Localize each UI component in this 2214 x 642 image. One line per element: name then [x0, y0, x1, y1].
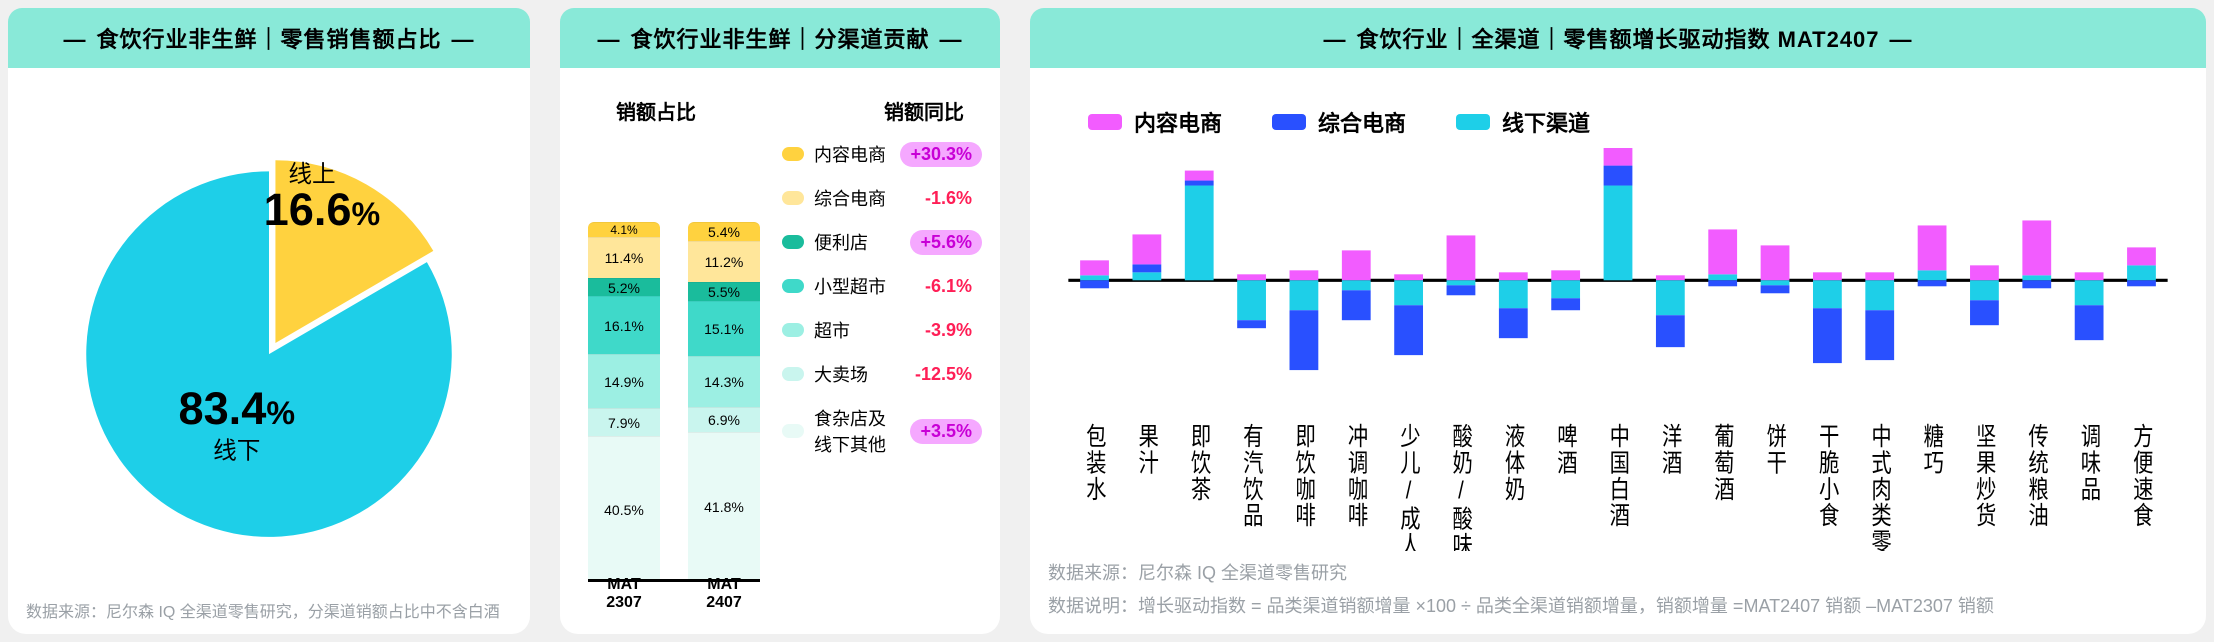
bar-stack: 5.4%11.2%5.5%15.1%14.3%6.9%41.8%MAT 2407	[688, 222, 760, 582]
svg-text:液体奶: 液体奶	[1502, 423, 1526, 502]
svg-text:少儿/成人奶粉: 少儿/成人奶粉	[1397, 423, 1421, 552]
svg-text:果汁: 果汁	[1135, 423, 1159, 476]
svg-text:干脆小食: 干脆小食	[1816, 423, 1840, 529]
svg-text:洋酒: 洋酒	[1659, 423, 1683, 476]
svg-text:糖巧: 糖巧	[1921, 423, 1945, 476]
legend-row: 超市-3.9%	[782, 317, 982, 343]
legend-row: 大卖场-12.5%	[782, 361, 982, 387]
svg-text:冲调咖啡: 冲调咖啡	[1345, 423, 1369, 529]
panel-growth: —食饮行业｜全渠道｜零售额增长驱动指数 MAT2407— 内容电商综合电商线下渠…	[1030, 8, 2206, 634]
svg-text:传统粮油: 传统粮油	[2025, 423, 2049, 529]
legend-row: 便利店+5.6%	[782, 229, 982, 255]
svg-text:葡萄酒: 葡萄酒	[1711, 423, 1735, 502]
legend-row: 内容电商+30.3%	[782, 141, 982, 167]
svg-text:有汽饮品: 有汽饮品	[1240, 423, 1264, 529]
svg-text:中国白酒: 中国白酒	[1606, 423, 1630, 529]
stack-head-right: 销额同比	[884, 96, 964, 125]
growth-legend: 内容电商综合电商线下渠道	[1048, 86, 2188, 148]
svg-text:中式肉类零食: 中式肉类零食	[1868, 423, 1892, 552]
legend-row: 小型超市-6.1%	[782, 273, 982, 299]
svg-text:坚果炒货: 坚果炒货	[1973, 423, 1997, 529]
legend-row: 食杂店及线下其他+3.5%	[782, 405, 982, 457]
panel-pie-title: —食饮行业非生鲜｜零售销售额占比—	[8, 8, 530, 68]
panel-growth-title: —食饮行业｜全渠道｜零售额增长驱动指数 MAT2407—	[1030, 8, 2206, 68]
growth-note-source: 数据来源：尼尔森 IQ 全渠道零售研究	[1048, 557, 2188, 589]
pie-chart: 线上16.6%83.4%线下	[26, 86, 512, 590]
svg-text:啤酒: 啤酒	[1554, 423, 1578, 476]
stack-legend: 内容电商+30.3% 综合电商-1.6% 便利店+5.6% 小型超市-6.1% 超市-3…	[782, 131, 982, 622]
svg-text:调味品: 调味品	[2078, 423, 2102, 502]
bar-stack: 4.1%11.4%5.2%16.1%14.9%7.9%40.5%MAT 2307	[588, 222, 660, 582]
svg-text:即饮茶: 即饮茶	[1188, 423, 1212, 502]
growth-chart: 包装水 果汁 即饮茶 有汽饮品 即饮咖啡 冲调咖啡 少儿/成人奶粉 酸奶/酸味奶 液体奶 啤酒中国…	[1048, 148, 2188, 551]
legend-row: 综合电商-1.6%	[782, 185, 982, 211]
svg-text:即饮咖啡: 即饮咖啡	[1292, 423, 1316, 529]
stack-head-left: 销额占比	[616, 96, 696, 125]
panel-pie: —食饮行业非生鲜｜零售销售额占比— 线上16.6%83.4%线下 数据来源：尼尔…	[8, 8, 530, 634]
svg-text:线下: 线下	[213, 437, 260, 464]
pie-footer-note: 数据来源：尼尔森 IQ 全渠道零售研究，分渠道销额占比中不含白酒	[26, 590, 512, 622]
panel-stack: —食饮行业非生鲜｜分渠道贡献— 销额占比 销额同比 4.1%11.4%5.2%1…	[560, 8, 1000, 634]
svg-text:饼干: 饼干	[1763, 423, 1787, 476]
svg-text:包装水: 包装水	[1083, 423, 1107, 502]
growth-note-desc: 数据说明：增长驱动指数 = 品类渠道销额增量 ×100 ÷ 品类全渠道销额增量，…	[1048, 590, 2188, 622]
svg-text:酸奶/酸味奶: 酸奶/酸味奶	[1449, 423, 1473, 552]
stacked-bars: 4.1%11.4%5.2%16.1%14.9%7.9%40.5%MAT 2307…	[578, 131, 770, 622]
svg-text:方便速食: 方便速食	[2130, 423, 2154, 529]
panel-stack-title: —食饮行业非生鲜｜分渠道贡献—	[560, 8, 1000, 68]
